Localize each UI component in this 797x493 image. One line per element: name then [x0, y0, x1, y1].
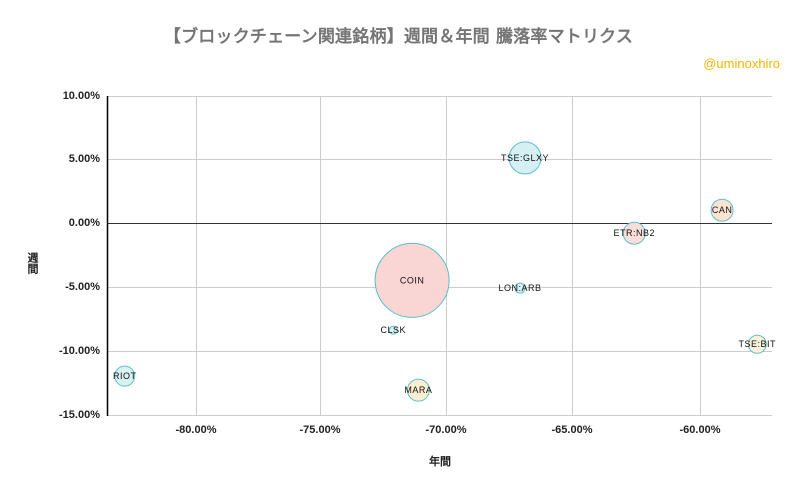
bubble-can[interactable]: CAN [710, 198, 734, 222]
x-tick: -75.00% [299, 424, 341, 436]
gridlines [107, 96, 772, 416]
bubble-circle[interactable] [710, 198, 734, 222]
x-tick: -70.00% [425, 424, 467, 436]
bubble-series: RIOT COIN CLSK MARA LON:ARB TSE:GLXY ETR:NB2 CA… [113, 141, 776, 402]
y-tick: -5.00% [65, 281, 100, 293]
bubble-label: COIN [400, 275, 425, 285]
bubble-lon-arb[interactable]: LON:ARB [499, 282, 542, 294]
bubble-circle[interactable] [388, 325, 398, 335]
bubble-tse-glxy[interactable]: TSE:GLXY [501, 141, 549, 175]
bubble-label: TSE:BIT [738, 339, 776, 349]
bubble-circle[interactable] [406, 378, 430, 402]
bubble-circle[interactable] [747, 334, 767, 354]
bubble-label: ETR:NB2 [613, 228, 655, 238]
bubble-circle[interactable] [508, 141, 542, 175]
bubble-clsk[interactable]: CLSK [381, 325, 407, 335]
y-tick: 0.00% [68, 217, 100, 229]
bubble-tse-bit[interactable]: TSE:BIT [738, 334, 776, 354]
x-tick: -80.00% [175, 424, 217, 436]
x-axis-label: 年間 [429, 455, 451, 468]
bubble-coin[interactable]: COIN [374, 242, 450, 318]
bubble-label: TSE:GLXY [501, 153, 549, 163]
bubble-label: MARA [404, 385, 432, 395]
x-tick: -60.00% [679, 424, 721, 436]
bubble-label: LON:ARB [499, 283, 542, 293]
bubble-label: CAN [712, 205, 733, 215]
chart-title: 【ブロックチェーン関連銘柄】週間＆年間 騰落率マトリクス [163, 27, 634, 47]
y-tick: 5.00% [68, 153, 100, 165]
y-axis-label: 週間 [26, 252, 39, 274]
bubble-etr-nb2[interactable]: ETR:NB2 [613, 221, 655, 245]
bubble-mara[interactable]: MARA [404, 378, 432, 402]
watermark: @uminoxhiro [703, 56, 780, 71]
bubble-circle[interactable] [114, 365, 136, 387]
x-tick: -65.00% [551, 424, 593, 436]
y-tick: 10.00% [62, 90, 100, 102]
bubble-circle[interactable] [374, 242, 450, 318]
bubble-circle[interactable] [622, 221, 646, 245]
bubble-label: RIOT [113, 371, 137, 381]
bubble-riot[interactable]: RIOT [113, 365, 137, 387]
bubble-label: CLSK [381, 325, 407, 335]
bubble-circle[interactable] [514, 282, 526, 294]
y-tick: -15.00% [59, 409, 100, 421]
y-tick: -10.00% [59, 345, 100, 357]
